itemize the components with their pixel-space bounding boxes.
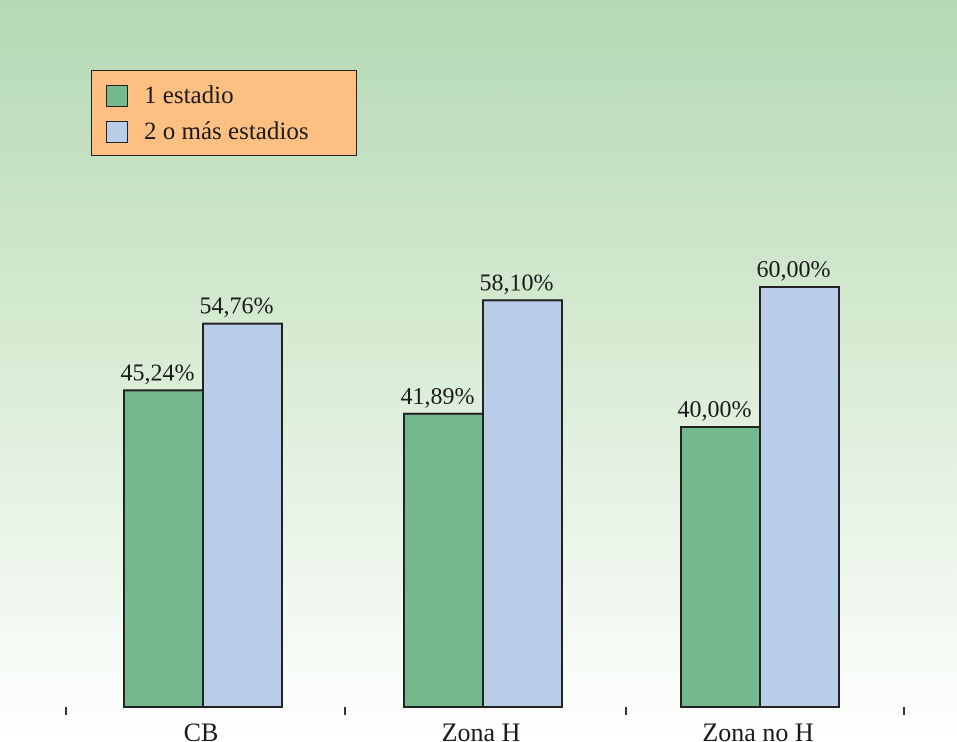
legend-label-series-2: 2 o más estadios [144,118,309,145]
bar-2-1 [482,299,563,708]
legend-swatch-series-2 [106,121,128,143]
data-label-1-2: 40,00% [678,397,752,423]
data-label-1-1: 41,89% [401,384,475,410]
bar-2-0 [202,322,283,708]
legend-item-series-1: 1 estadio [106,81,234,111]
x-tick-label-2: Zona no H [702,718,813,742]
legend-swatch-series-1 [106,85,128,107]
legend: 1 estadio 2 o más estadios [91,70,357,156]
data-label-1-0: 45,24% [121,360,195,386]
legend-label-series-1: 1 estadio [144,82,234,109]
bar-1-0 [123,389,204,708]
x-tick-label-1: Zona H [442,718,521,742]
x-tick-label-0: CB [184,718,219,742]
data-label-2-1: 58,10% [480,270,554,296]
bar-1-2 [680,426,761,708]
bar-1-1 [403,412,484,708]
data-label-2-0: 54,76% [200,294,274,320]
bar-2-2 [759,286,840,708]
legend-item-series-2: 2 o más estadios [106,117,309,147]
data-label-2-2: 60,00% [757,257,831,283]
